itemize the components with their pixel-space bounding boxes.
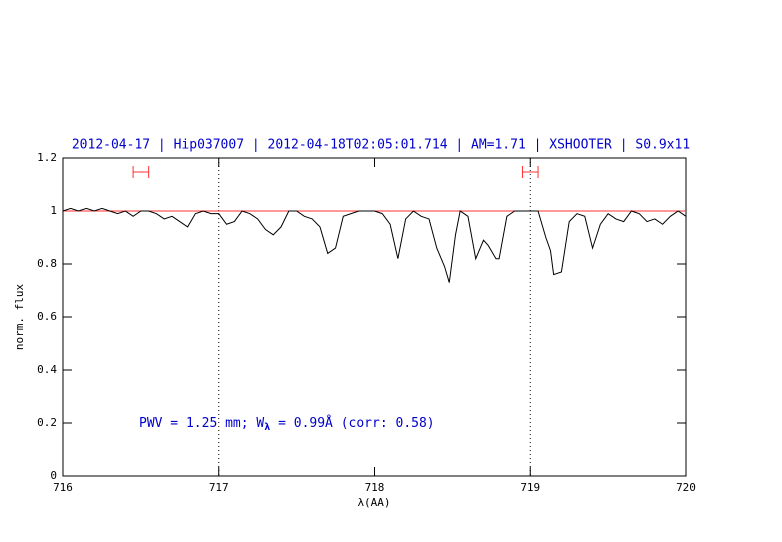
x-tick-label: 717: [209, 481, 229, 494]
x-tick-label: 718: [365, 481, 385, 494]
y-tick-label: 1.2: [37, 151, 57, 164]
x-tick-label: 716: [53, 481, 73, 494]
x-tick-label: 720: [676, 481, 696, 494]
y-tick-label: 0: [50, 469, 57, 482]
y-tick-label: 1: [50, 204, 57, 217]
y-axis-label: norm. flux: [13, 284, 26, 351]
annotation-text: PWV = 1.25 mm; W: [139, 416, 264, 431]
y-tick-label: 0.2: [37, 416, 57, 429]
annotation-subscript: λ: [264, 422, 270, 433]
x-axis-label: λ(AA): [357, 496, 390, 509]
annotation-text: = 0.99Å (corr: 0.58): [270, 415, 434, 431]
y-tick-label: 0.4: [37, 363, 57, 376]
y-tick-label: 0.6: [37, 310, 57, 323]
y-tick-label: 0.8: [37, 257, 57, 270]
x-tick-label: 719: [520, 481, 540, 494]
annotation: PWV = 1.25 mm; Wλ = 0.99Å (corr: 0.58): [139, 415, 435, 434]
continuum-window: [132, 166, 150, 178]
chart-title: 2012-04-17 | Hip037007 | 2012-04-18T02:0…: [72, 138, 690, 153]
continuum-window: [521, 166, 539, 178]
spectrum-line: [62, 207, 687, 283]
